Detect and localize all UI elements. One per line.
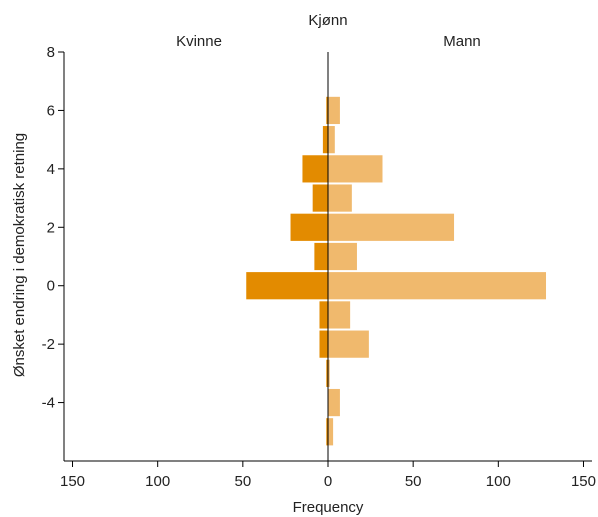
facet-label-left: Kvinne bbox=[176, 33, 222, 50]
bar-left--2 bbox=[319, 330, 328, 358]
x-tick-label: 150 bbox=[571, 473, 596, 490]
bar-right-4 bbox=[328, 155, 383, 183]
y-axis-title: Ønsket endring i demokratisk retning bbox=[11, 133, 28, 377]
bar-right--3 bbox=[328, 359, 330, 387]
bar-left-0 bbox=[246, 272, 328, 300]
x-tick-label: 50 bbox=[234, 473, 251, 490]
bar-left-6 bbox=[326, 96, 328, 125]
axes-layer: -4 -2 0 2 4 6 8 150 100 50 0 50 100 150 bbox=[42, 44, 596, 490]
x-tick-label: 50 bbox=[405, 473, 422, 490]
bar-right-3 bbox=[328, 184, 352, 212]
x-tick-label: 0 bbox=[324, 473, 332, 490]
bar-right-2 bbox=[328, 213, 455, 241]
bar-right--1 bbox=[328, 301, 351, 329]
x-tick-label: 100 bbox=[145, 473, 170, 490]
bar-left--1 bbox=[319, 301, 328, 329]
bar-right--4 bbox=[328, 388, 340, 417]
y-tick-label: 2 bbox=[47, 219, 55, 236]
y-tick-label: 6 bbox=[47, 102, 55, 119]
bar-left-1 bbox=[314, 242, 328, 271]
bar-left--5 bbox=[326, 418, 328, 446]
y-tick-label: 0 bbox=[47, 278, 55, 295]
bar-right-0 bbox=[328, 272, 547, 300]
chart-title: Kjønn bbox=[308, 12, 347, 29]
bar-left-5 bbox=[322, 126, 328, 154]
bar-right-1 bbox=[328, 242, 357, 271]
bar-right-6 bbox=[328, 96, 340, 125]
x-axis-title: Frequency bbox=[293, 499, 364, 516]
bar-left-3 bbox=[312, 184, 328, 212]
facet-label-right: Mann bbox=[443, 33, 481, 50]
y-tick-label: -4 bbox=[42, 395, 55, 412]
bar-left-2 bbox=[290, 213, 328, 241]
y-tick-label: 4 bbox=[47, 161, 55, 178]
bar-right-5 bbox=[328, 126, 335, 154]
y-tick-label: 8 bbox=[47, 44, 55, 61]
bars-layer bbox=[246, 96, 547, 446]
x-tick-label: 150 bbox=[60, 473, 85, 490]
x-tick-label: 100 bbox=[486, 473, 511, 490]
bar-right--2 bbox=[328, 330, 369, 358]
bar-left-4 bbox=[302, 155, 328, 183]
bar-right--5 bbox=[328, 418, 334, 446]
y-tick-label: -2 bbox=[42, 336, 55, 353]
bar-left--3 bbox=[326, 359, 328, 387]
